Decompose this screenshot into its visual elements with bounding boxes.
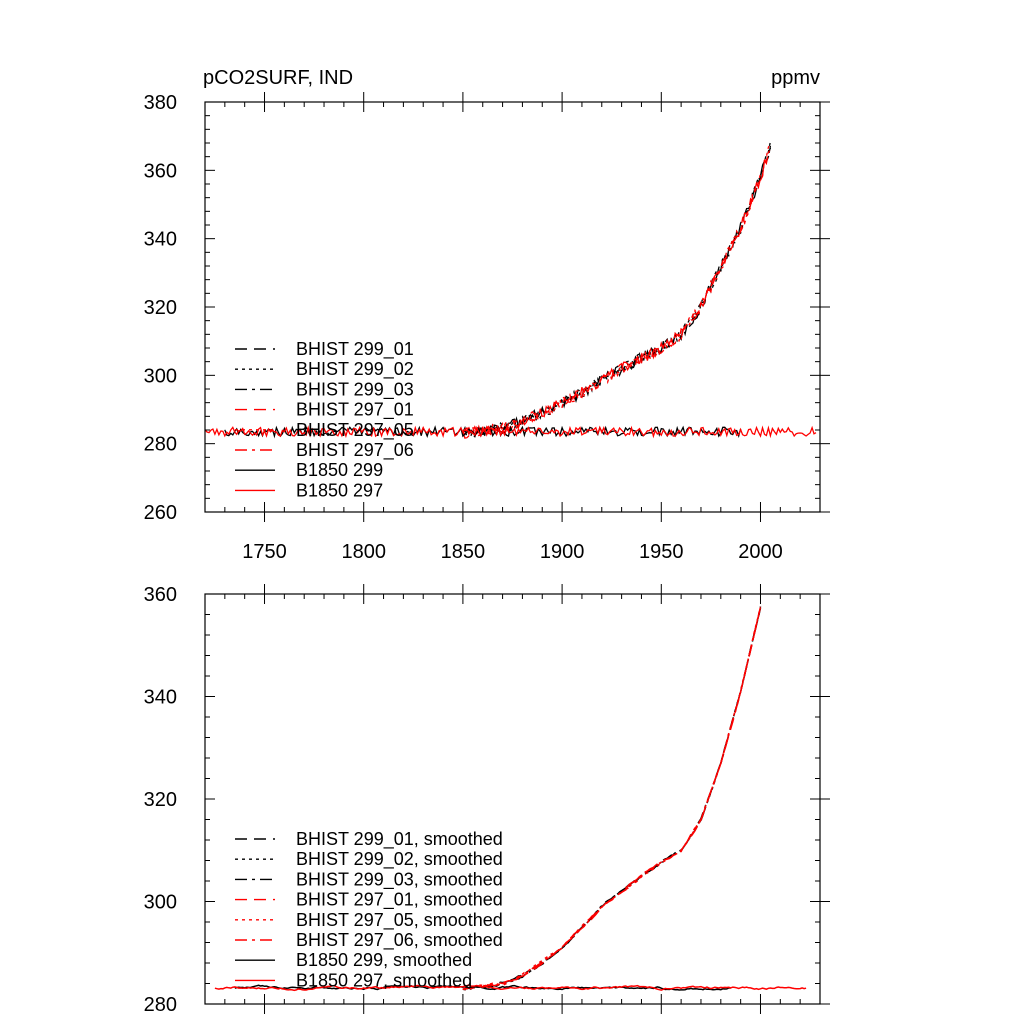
top-legend-label-1: BHIST 299_01: [296, 339, 414, 360]
bottom-legend-label-7: B1850 299, smoothed: [296, 950, 472, 970]
bottom-series-line-4: [462, 606, 762, 990]
top-legend-label-3: BHIST 299_03: [296, 379, 414, 400]
bottom-series-layer: [214, 606, 807, 992]
top-series-line-1: [462, 147, 772, 439]
bottom-legend-label-4: BHIST 297_01, smoothed: [296, 890, 503, 911]
bottom-series-line-6: [462, 607, 762, 990]
top-series-line-6: [462, 148, 771, 436]
bottom-legend-label-3: BHIST 299_03, smoothed: [296, 869, 503, 890]
bottom-y-tick-label: 360: [144, 584, 177, 606]
top-y-tick-label: 320: [144, 297, 177, 319]
top-panel-units: ppmv: [771, 67, 820, 89]
top-legend-label-4: BHIST 297_01: [296, 400, 414, 421]
top-x-tick-label: 1900: [540, 541, 585, 563]
bottom-axes-layer: 280 300 320 340 360: [144, 584, 830, 1016]
top-panel: pCO2SURF, IND ppmv 1750 1800 1850 1900 1950 2…: [144, 67, 830, 563]
bottom-legend-label-2: BHIST 299_02, smoothed: [296, 849, 503, 870]
bottom-legend-label-1: BHIST 299_01, smoothed: [296, 829, 503, 850]
top-y-tick-label: 340: [144, 229, 177, 251]
top-series-line-4: [462, 149, 771, 439]
top-series-line-8: [205, 425, 817, 439]
top-series-line-5: [462, 143, 771, 438]
top-legend-label-8: B1850 297: [296, 480, 383, 500]
top-legend-label-6: BHIST 297_06: [296, 440, 414, 461]
top-y-tick-label: 380: [144, 92, 177, 114]
top-y-tick-label: 360: [144, 160, 177, 182]
bottom-series-line-8: [214, 984, 807, 992]
top-panel-title: pCO2SURF, IND: [203, 67, 353, 89]
top-legend-label-2: BHIST 299_02: [296, 359, 414, 380]
top-legend-label-5: BHIST 297_05: [296, 420, 414, 441]
top-y-tick-label: 300: [144, 365, 177, 387]
bottom-legend-label-8: B1850 297, smoothed: [296, 970, 472, 990]
top-y-tick-label: 260: [144, 502, 177, 524]
bottom-series-line-3: [462, 608, 762, 991]
top-series-line-2: [462, 141, 772, 438]
top-x-tick-label: 2000: [738, 541, 783, 563]
top-y-tick-label: 280: [144, 434, 177, 456]
top-x-tick-label: 1950: [639, 541, 684, 563]
bottom-legend-label-6: BHIST 297_06, smoothed: [296, 930, 503, 951]
top-axes-layer: 1750 1800 1850 1900 1950 2000 260 280 300 320 340 3…: [144, 92, 830, 563]
top-series-layer: [205, 141, 817, 439]
top-x-tick-label: 1800: [341, 541, 386, 563]
bottom-y-tick-label: 300: [144, 892, 177, 914]
bottom-y-tick-label: 340: [144, 687, 177, 709]
bottom-series-line-2: [462, 606, 762, 991]
top-series-line-3: [462, 145, 772, 438]
bottom-legend-label-5: BHIST 297_05, smoothed: [296, 910, 503, 931]
bottom-y-tick-label: 320: [144, 789, 177, 811]
top-x-tick-label: 1750: [242, 541, 287, 563]
bottom-series-line-1: [462, 607, 762, 991]
top-legend-label-7: B1850 299: [296, 460, 383, 480]
bottom-y-tick-label: 280: [144, 994, 177, 1016]
bottom-series-line-5: [462, 606, 762, 991]
top-x-tick-label: 1850: [441, 541, 486, 563]
